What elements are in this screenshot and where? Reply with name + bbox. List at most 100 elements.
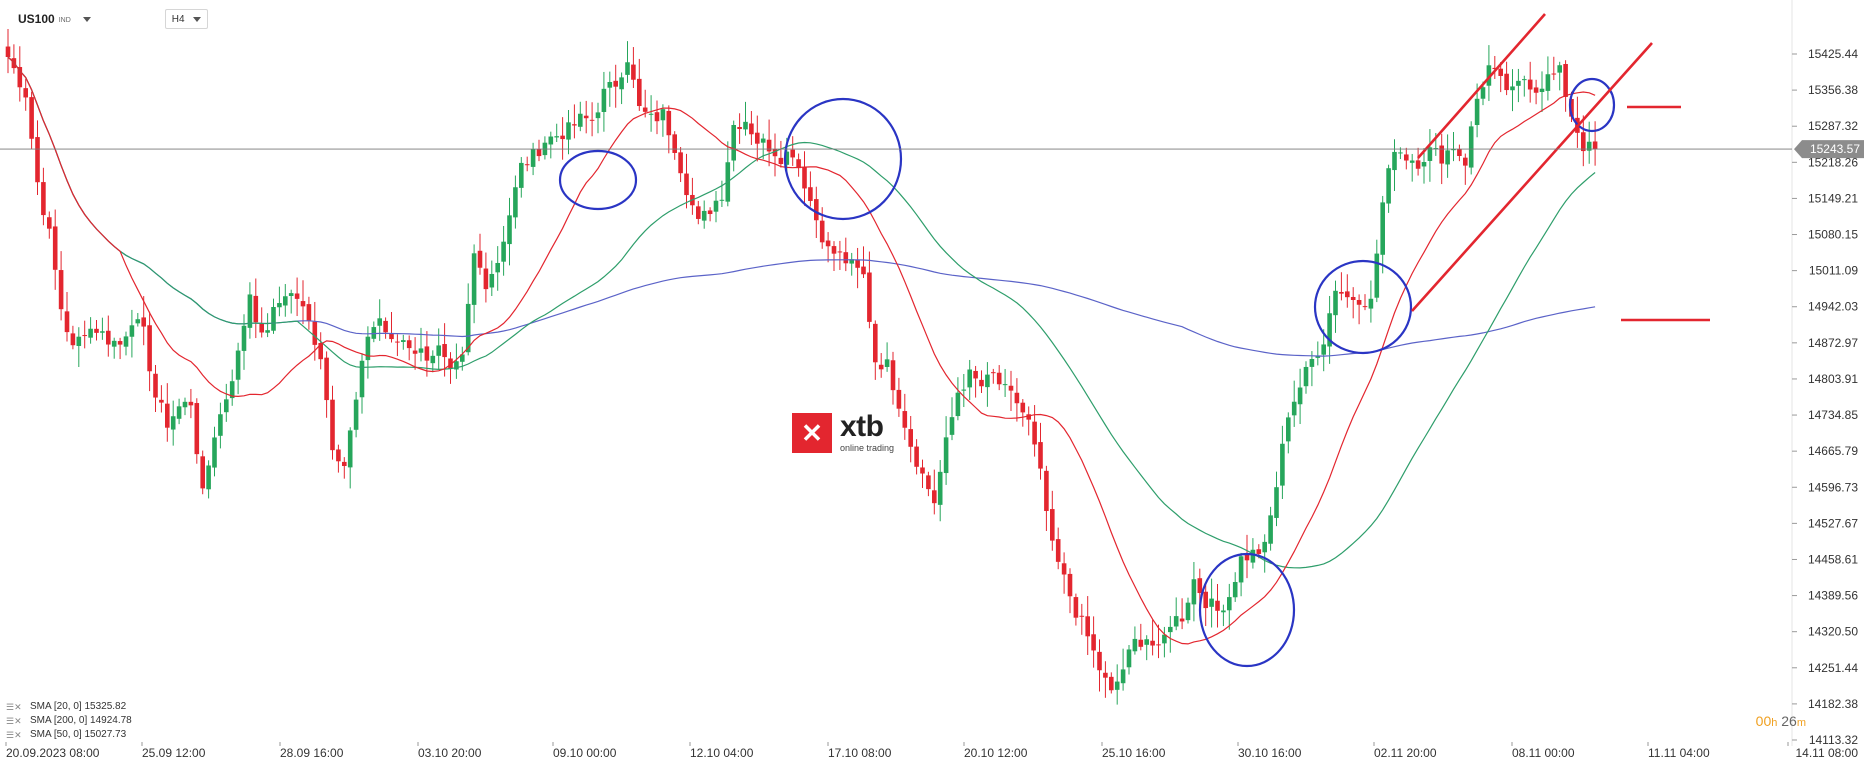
candle-body: [949, 417, 955, 435]
candle-body: [1156, 644, 1161, 646]
time-tick-label: 02.11 20:00: [1374, 746, 1437, 760]
candle-body: [1061, 563, 1067, 575]
candle-body: [991, 372, 996, 374]
time-tick-label: 08.11 00:00: [1512, 746, 1575, 760]
candle-body: [519, 162, 524, 188]
price-axis: 15425.44 15356.38 15287.32 15218.26 15149.21…: [0, 0, 1864, 747]
candle-body: [920, 467, 925, 474]
price-tick-label: 14527.67: [1808, 516, 1858, 530]
candle-body: [1581, 132, 1586, 152]
candle-body: [58, 270, 64, 310]
candle-body: [1309, 359, 1315, 367]
candle-body: [1409, 160, 1415, 163]
candle-body: [1415, 160, 1421, 169]
candle-body: [1185, 602, 1191, 621]
candle-body: [442, 344, 447, 358]
candle-body: [1504, 73, 1509, 91]
candle-body: [784, 151, 790, 165]
candle-body: [312, 321, 318, 345]
price-tick-label: 14320.50: [1808, 625, 1858, 639]
time-axis: 20.09.2023 08:00 25.09 12:00 28.09 16:00 03…: [5, 742, 1858, 760]
candle-body: [406, 340, 412, 349]
settings-close-icon[interactable]: ☰✕: [6, 702, 22, 712]
annotation-line[interactable]: [1411, 42, 1653, 312]
candle-body: [536, 149, 542, 157]
symbol-selector[interactable]: US100 IND: [12, 10, 97, 28]
legend-row-sma20[interactable]: ☰✕ SMA [20, 0] 15325.82: [6, 700, 132, 714]
candle-body: [1392, 151, 1397, 171]
candle-body: [495, 262, 500, 273]
candle-body: [1398, 152, 1403, 154]
candle-body: [1480, 87, 1486, 99]
candle-body: [1215, 600, 1220, 611]
candle-body: [1079, 615, 1085, 617]
candle-body: [294, 293, 300, 299]
settings-close-icon[interactable]: ☰✕: [6, 716, 22, 726]
candle-body: [424, 346, 430, 361]
settings-close-icon[interactable]: ☰✕: [6, 730, 22, 740]
candle-body: [117, 341, 123, 345]
price-tick-label: 15149.21: [1808, 191, 1858, 205]
candle-body: [64, 311, 70, 333]
candle-body: [229, 381, 235, 399]
candle-body: [524, 164, 530, 166]
annotation-circle[interactable]: [1313, 259, 1413, 355]
candle-body: [1404, 154, 1409, 161]
candle-body: [212, 437, 217, 468]
candle-body: [1126, 649, 1132, 668]
candle-body: [796, 159, 801, 169]
candle-body: [336, 449, 341, 462]
candle-body: [454, 361, 459, 370]
legend-row-sma50[interactable]: ☰✕ SMA [50, 0] 15027.73: [6, 728, 132, 742]
candle-body: [418, 348, 424, 353]
candle-body: [530, 149, 536, 167]
candle-body: [235, 350, 241, 380]
candle-body: [1162, 634, 1167, 644]
candle-body: [1457, 149, 1462, 156]
candle-body: [772, 148, 778, 157]
candle-body: [696, 206, 701, 219]
candle-body: [713, 200, 719, 212]
candle-body: [1050, 509, 1055, 541]
legend-row-sma200[interactable]: ☰✕ SMA [200, 0] 14924.78: [6, 714, 132, 728]
candle-body: [896, 389, 902, 409]
annotation-circle[interactable]: [1568, 77, 1616, 133]
candle-body: [819, 220, 825, 243]
candle-body: [1073, 597, 1079, 618]
time-tick-label: 30.10 16:00: [1238, 746, 1302, 760]
annotation-circle[interactable]: [558, 149, 638, 211]
candle-body: [1173, 616, 1179, 627]
candle-body: [1345, 291, 1350, 298]
annotation-circle[interactable]: [1198, 552, 1296, 668]
candle-body: [359, 360, 365, 398]
candle-body: [831, 246, 837, 254]
candle-body: [985, 374, 990, 388]
price-tick-label: 15356.38: [1808, 83, 1858, 97]
candle-body: [548, 136, 554, 145]
candle-body: [666, 110, 672, 136]
candle-body: [908, 429, 913, 447]
candle-body: [182, 401, 188, 408]
candle-body: [737, 127, 742, 130]
candle-body: [802, 167, 807, 189]
candle-body: [200, 456, 205, 489]
candle-body: [47, 217, 52, 229]
candle-body: [1008, 385, 1014, 391]
candle-body: [1138, 639, 1144, 647]
candle-body: [766, 139, 772, 152]
annotation-circle[interactable]: [783, 97, 903, 221]
timeframe-selector[interactable]: H4: [164, 9, 208, 29]
candle-body: [1380, 202, 1385, 255]
candle-body: [483, 268, 489, 290]
candle-body: [637, 78, 642, 107]
candle-body: [88, 328, 93, 338]
candle-body: [188, 401, 194, 406]
annotation-line[interactable]: [1417, 13, 1546, 159]
candle-body: [460, 354, 465, 362]
candle-body: [601, 88, 607, 112]
candle-body: [176, 406, 182, 419]
candle-body: [1026, 414, 1031, 420]
candle-body: [1468, 126, 1474, 168]
candle-body: [1179, 618, 1185, 622]
